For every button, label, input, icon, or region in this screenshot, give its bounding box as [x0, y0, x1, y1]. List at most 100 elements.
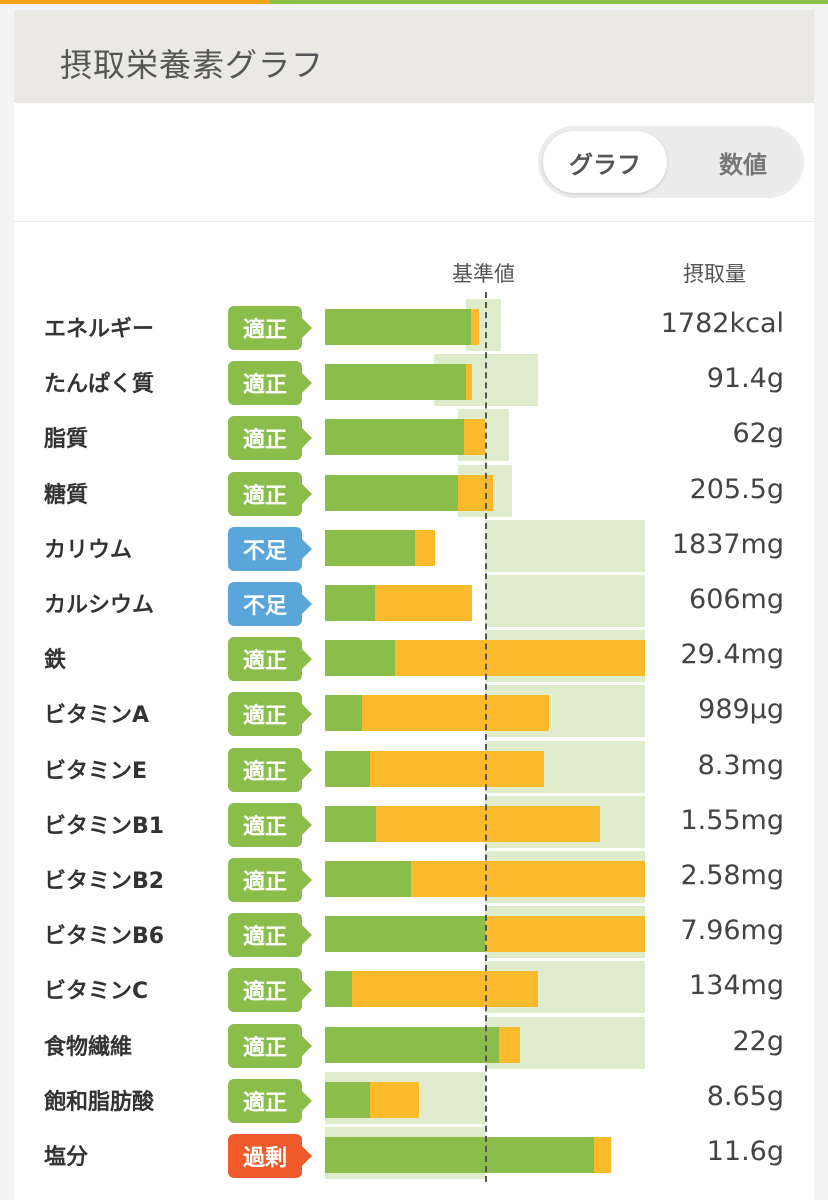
intake-bar: [325, 364, 466, 401]
intake-bar-excess: [352, 971, 538, 1008]
reference-range: [485, 575, 645, 627]
intake-value: 1.55mg: [680, 804, 784, 836]
intake-bar: [325, 695, 362, 732]
nutrient-row: ビタミンB2 適正 2.58mg: [0, 849, 828, 904]
intake-bar-excess: [499, 1026, 521, 1063]
intake-bar-excess: [485, 916, 645, 953]
nutrient-name: カリウム: [44, 537, 133, 563]
intake-bar: [325, 309, 471, 345]
status-badge: 適正: [228, 361, 312, 406]
intake-bar-excess: [374, 585, 473, 621]
bar-area: [0, 794, 828, 849]
intake-column-header: 摂取量: [683, 262, 746, 286]
nutrient-name: 脂質: [44, 427, 89, 453]
bar-area: [0, 1070, 828, 1125]
bar-area: [0, 407, 828, 462]
bar-area: [0, 1125, 828, 1180]
bar-area: [0, 904, 828, 959]
intake-bar: [325, 640, 396, 677]
nutrient-name: 鉄: [44, 648, 67, 674]
intake-bar: [325, 585, 375, 621]
reference-line: [485, 292, 487, 1182]
intake-value: 205.5g: [689, 473, 784, 505]
nutrient-name: 糖質: [44, 482, 89, 508]
status-badge: 適正: [228, 692, 312, 737]
intake-value: 989μg: [698, 694, 784, 726]
status-badge: 適正: [228, 858, 312, 902]
nutrient-row: カルシウム 不足 606mg: [0, 573, 828, 628]
intake-bar: [325, 971, 353, 1008]
intake-bar-excess: [395, 640, 645, 677]
intake-bar: [325, 419, 465, 456]
status-badge: 不足: [228, 582, 312, 626]
intake-bar-excess: [369, 750, 545, 787]
intake-bar-excess: [593, 1137, 612, 1173]
intake-bar: [325, 1081, 370, 1118]
status-badge: 適正: [228, 1078, 312, 1123]
intake-value: 7.96mg: [680, 915, 784, 947]
nutrient-name: 塩分: [44, 1145, 89, 1170]
nutrient-name: 飽和脂肪酸: [44, 1089, 155, 1115]
nutrient-name: ビタミンB6: [44, 924, 165, 950]
intake-bar: [325, 750, 370, 787]
intake-bar-excess: [457, 474, 493, 511]
status-badge: 適正: [228, 747, 312, 792]
status-badge: 適正: [228, 471, 312, 516]
reference-column-header: 基準値: [452, 262, 515, 286]
bar-area: [0, 959, 828, 1014]
bar-area: [0, 518, 828, 573]
status-badge: 適正: [228, 968, 312, 1013]
bar-area: [0, 573, 828, 628]
bar-area: [0, 297, 828, 352]
intake-value: 29.4mg: [680, 639, 784, 671]
nutrient-name: ビタミンB1: [44, 813, 165, 839]
status-badge: 適正: [228, 1023, 312, 1068]
nutrient-name: ビタミンE: [44, 758, 148, 784]
nutrient-row: 飽和脂肪酸 適正 8.65g: [0, 1070, 828, 1125]
nutrient-row: ビタミンA 適正 989μg: [0, 683, 828, 738]
view-toggle: グラフ 数値: [538, 126, 804, 198]
intake-bar-excess: [465, 364, 473, 401]
bar-area: [0, 849, 828, 904]
divider: [14, 221, 814, 222]
intake-value: 11.6g: [706, 1136, 784, 1167]
nutrient-row: 塩分 過剰 11.6g: [0, 1125, 828, 1180]
intake-value: 62g: [732, 418, 785, 450]
bar-area: [0, 352, 828, 407]
nutrient-name: ビタミンC: [44, 979, 149, 1005]
nutrient-row: 糖質 適正 205.5g: [0, 463, 828, 518]
intake-bar: [325, 916, 485, 953]
intake-bar-excess: [464, 419, 485, 456]
intake-value: 91.4g: [706, 363, 784, 395]
intake-value: 1837mg: [671, 528, 784, 560]
reference-range: [485, 519, 645, 572]
intake-bar: [325, 1137, 594, 1173]
nutrient-name: ビタミンA: [44, 703, 150, 729]
nutrient-row: たんぱく質 適正 91.4g: [0, 352, 828, 407]
intake-bar-excess: [470, 309, 479, 345]
intake-value: 1782kcal: [660, 308, 784, 339]
nutrient-row: 食物繊維 適正 22g: [0, 1015, 828, 1070]
nutrient-name: たんぱく質: [44, 372, 155, 398]
nutrient-name: 食物繊維: [44, 1034, 133, 1060]
top-accent-line: [0, 0, 828, 4]
nutrient-name: ビタミンB2: [44, 869, 165, 894]
nutrient-row: ビタミンE 適正 8.3mg: [0, 739, 828, 794]
bar-area: [0, 739, 828, 794]
intake-bar-excess: [361, 695, 549, 732]
status-badge: 適正: [228, 802, 312, 847]
status-badge: 適正: [228, 913, 312, 958]
nutrient-row: ビタミンB1 適正 1.55mg: [0, 794, 828, 849]
numbers-tab[interactable]: 数値: [719, 150, 767, 179]
intake-bar: [325, 1026, 500, 1063]
bar-area: [0, 463, 828, 518]
intake-bar: [325, 861, 412, 897]
intake-bar-excess: [369, 1081, 420, 1118]
nutrient-row: ビタミンC 適正 134mg: [0, 959, 828, 1014]
nutrient-row: エネルギー 適正 1782kcal: [0, 297, 828, 352]
card-title: 摂取栄養素グラフ: [60, 46, 325, 84]
graph-tab[interactable]: グラフ: [543, 131, 667, 193]
nutrient-row: ビタミンB6 適正 7.96mg: [0, 904, 828, 959]
intake-value: 22g: [732, 1025, 785, 1057]
